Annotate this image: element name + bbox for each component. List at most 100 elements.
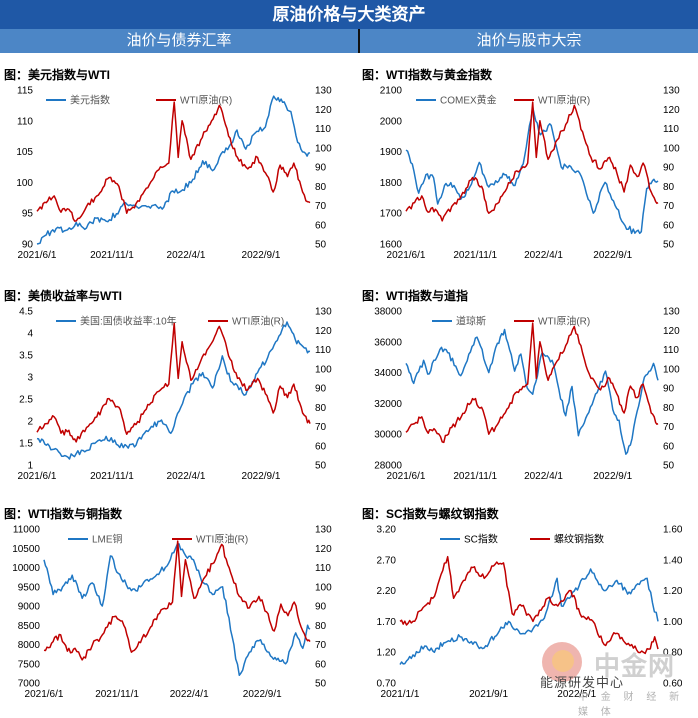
series-line-left	[399, 568, 659, 665]
legend-label: WTI原油(R)	[196, 533, 248, 546]
y-right-tick-label: 120	[315, 544, 332, 555]
section-divider	[358, 29, 360, 53]
y-right-tick-label: 120	[663, 326, 680, 337]
y-right-tick-label: 70	[663, 422, 675, 433]
y-left-tick-label: 4.5	[19, 307, 33, 318]
chart-title: 图：美债收益率与WTI	[4, 289, 122, 303]
y-left-tick-label: 1.70	[377, 617, 397, 628]
y-right-tick-label: 60	[663, 441, 675, 452]
watermark-slogan: 能源研发中心	[540, 675, 625, 690]
y-left-tick-label: 1800	[380, 178, 403, 189]
y-right-tick-label: 110	[315, 345, 331, 356]
y-right-tick-label: 1.20	[663, 586, 683, 597]
y-left-tick-label: 1900	[380, 147, 403, 158]
watermark-brand: 中金网	[594, 651, 676, 681]
legend-label: 螺纹钢指数	[554, 533, 604, 546]
chart-title: 图：WTI指数与道指	[362, 289, 468, 303]
y-left-tick-label: 10500	[12, 544, 40, 555]
watermark-logo-inner-icon	[552, 650, 574, 672]
legend-label: WTI原油(R)	[538, 315, 590, 328]
legend-label: LME铜	[92, 534, 123, 546]
series-line-left	[36, 321, 311, 460]
y-right-tick-label: 1.00	[663, 617, 683, 628]
x-tick-label: 2022/9/1	[593, 250, 632, 261]
y-right-tick-label: 90	[315, 163, 327, 174]
y-right-tick-label: 130	[663, 86, 680, 97]
y-left-tick-label: 8000	[18, 640, 41, 651]
y-left-tick-label: 2100	[380, 86, 403, 97]
x-tick-label: 2021/11/1	[90, 250, 134, 261]
x-tick-label: 2022/9/1	[243, 689, 282, 700]
series-line-left	[405, 328, 659, 455]
page-header: 原油价格与大类资产	[0, 0, 698, 30]
x-tick-label: 2022/4/1	[524, 250, 563, 261]
series-line-right	[405, 101, 659, 222]
y-right-tick-label: 60	[315, 659, 327, 670]
y-right-tick-label: 80	[315, 403, 327, 414]
y-left-tick-label: 3.5	[19, 351, 33, 362]
y-left-tick-label: 90	[22, 240, 34, 251]
x-tick-label: 2022/4/1	[170, 689, 209, 700]
y-left-tick-label: 8500	[18, 621, 41, 632]
x-tick-label: 2021/11/1	[95, 689, 139, 700]
y-right-tick-label: 90	[663, 384, 675, 395]
y-left-tick-label: 28000	[374, 461, 402, 472]
y-left-tick-label: 105	[16, 147, 33, 158]
y-right-tick-label: 80	[663, 182, 675, 193]
legend-label: 美国:国债收益率:10年	[80, 315, 177, 328]
y-right-tick-label: 0.80	[663, 648, 683, 659]
y-right-tick-label: 70	[315, 201, 327, 212]
y-right-tick-label: 130	[315, 525, 332, 536]
y-left-tick-label: 10000	[12, 563, 40, 574]
y-right-tick-label: 100	[663, 143, 680, 154]
watermark: 中金网 能源研发中心 中 金 财 经 新 媒 体	[540, 640, 698, 718]
legend-label: SC指数	[464, 533, 498, 546]
legend-label: 道琼斯	[456, 315, 486, 328]
y-right-tick-label: 1.60	[663, 525, 683, 536]
y-right-tick-label: 60	[315, 220, 327, 231]
chart-title: 图：WTI指数与铜指数	[4, 507, 122, 521]
y-right-tick-label: 60	[315, 441, 327, 452]
y-left-tick-label: 1	[27, 461, 33, 472]
y-left-tick-label: 32000	[374, 399, 402, 410]
chart-title: 图：美元指数与WTI	[4, 68, 110, 82]
y-right-tick-label: 70	[663, 201, 675, 212]
x-tick-label: 2021/1/1	[381, 689, 420, 700]
legend-label: WTI原油(R)	[232, 315, 284, 328]
y-right-tick-label: 110	[315, 124, 331, 135]
legend-label: WTI原油(R)	[180, 94, 232, 107]
y-left-tick-label: 115	[17, 86, 33, 97]
y-left-tick-label: 2.70	[377, 555, 397, 566]
y-right-tick-label: 0.60	[663, 679, 683, 690]
x-tick-label: 2021/6/1	[387, 471, 426, 482]
y-left-tick-label: 3	[27, 373, 33, 384]
y-left-tick-label: 1600	[380, 240, 403, 251]
y-right-tick-label: 50	[315, 679, 327, 690]
y-right-tick-label: 110	[315, 563, 331, 574]
copper-wti-chart: 7000 7500 8000 8500 9000 9500 10000 10500 11000 5…	[12, 525, 332, 701]
series-line-right	[36, 101, 311, 222]
y-left-tick-label: 1700	[380, 209, 403, 220]
y-left-tick-label: 9000	[18, 602, 41, 613]
y-left-tick-label: 2	[27, 417, 33, 428]
x-tick-label: 2021/11/1	[453, 250, 497, 261]
y-right-tick-label: 110	[663, 345, 679, 356]
chart-title: 图：SC指数与螺纹钢指数	[362, 507, 499, 521]
sc-rebar-chart: 0.70 1.20 1.70 2.20 2.70 3.20 0.60 0.80 1.00 1.20…	[377, 525, 683, 701]
legend-label: COMEX黄金	[440, 94, 497, 107]
y-right-tick-label: 70	[315, 640, 327, 651]
y-left-tick-label: 0.70	[377, 679, 397, 690]
series-line-left	[43, 543, 311, 677]
y-right-tick-label: 120	[315, 105, 332, 116]
x-tick-label: 2021/6/1	[18, 471, 57, 482]
series-line-right	[43, 540, 311, 661]
y-left-tick-label: 100	[16, 178, 33, 189]
y-right-tick-label: 50	[315, 240, 327, 251]
series-line-right	[405, 322, 659, 444]
series-line-left	[36, 95, 311, 245]
y-left-tick-label: 95	[22, 209, 34, 220]
y-right-tick-label: 130	[315, 307, 332, 318]
x-tick-label: 2022/4/1	[167, 250, 206, 261]
y-left-tick-label: 11000	[13, 525, 41, 536]
y-right-tick-label: 80	[315, 182, 327, 193]
